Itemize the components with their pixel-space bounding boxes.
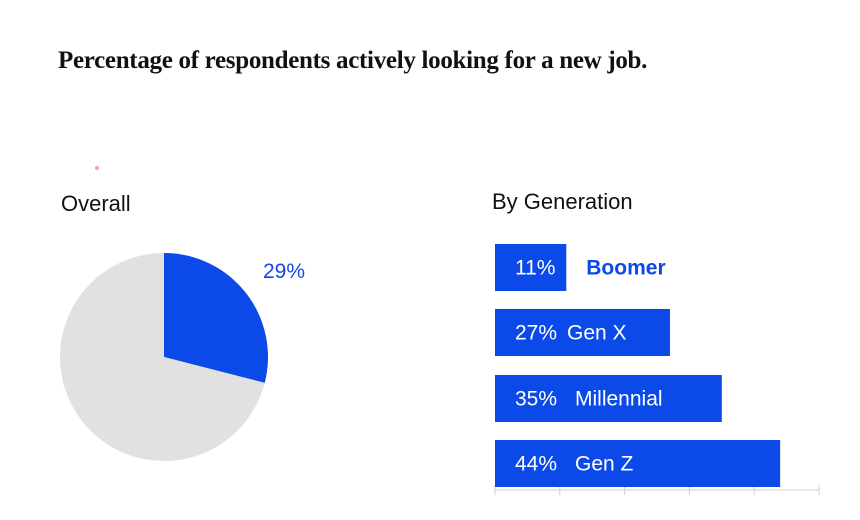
bar-category-label: Gen Z [575,453,634,476]
chart-title: Percentage of respondents actively looki… [58,47,648,74]
bar-boomer [495,244,567,291]
pie-chart [60,253,268,462]
bar-chart-title: By Generation [492,189,633,214]
bar-category-label: Boomer [586,257,665,280]
bar-gen-x [495,309,670,356]
bar-chart: 11% Boomer 27% Gen X 35% Millennial 44% Gen Z [494,244,820,495]
pie-chart-title: Overall [61,191,131,216]
bar-value-label: 35% [515,388,557,411]
pie-slice-1 [60,253,265,462]
bar-category-label: Gen X [567,322,627,345]
bar-value-label: 11% [515,257,555,280]
bar-millennial [495,375,722,422]
decorative-dot [95,166,99,170]
bar-gen-z [495,440,781,487]
pie-slice-0 [164,253,268,383]
pie-slice-label: 29% [263,260,306,283]
bar-category-label: Millennial [575,388,663,411]
bar-value-label: 27% [515,322,557,345]
bar-value-label: 44% [515,453,557,476]
